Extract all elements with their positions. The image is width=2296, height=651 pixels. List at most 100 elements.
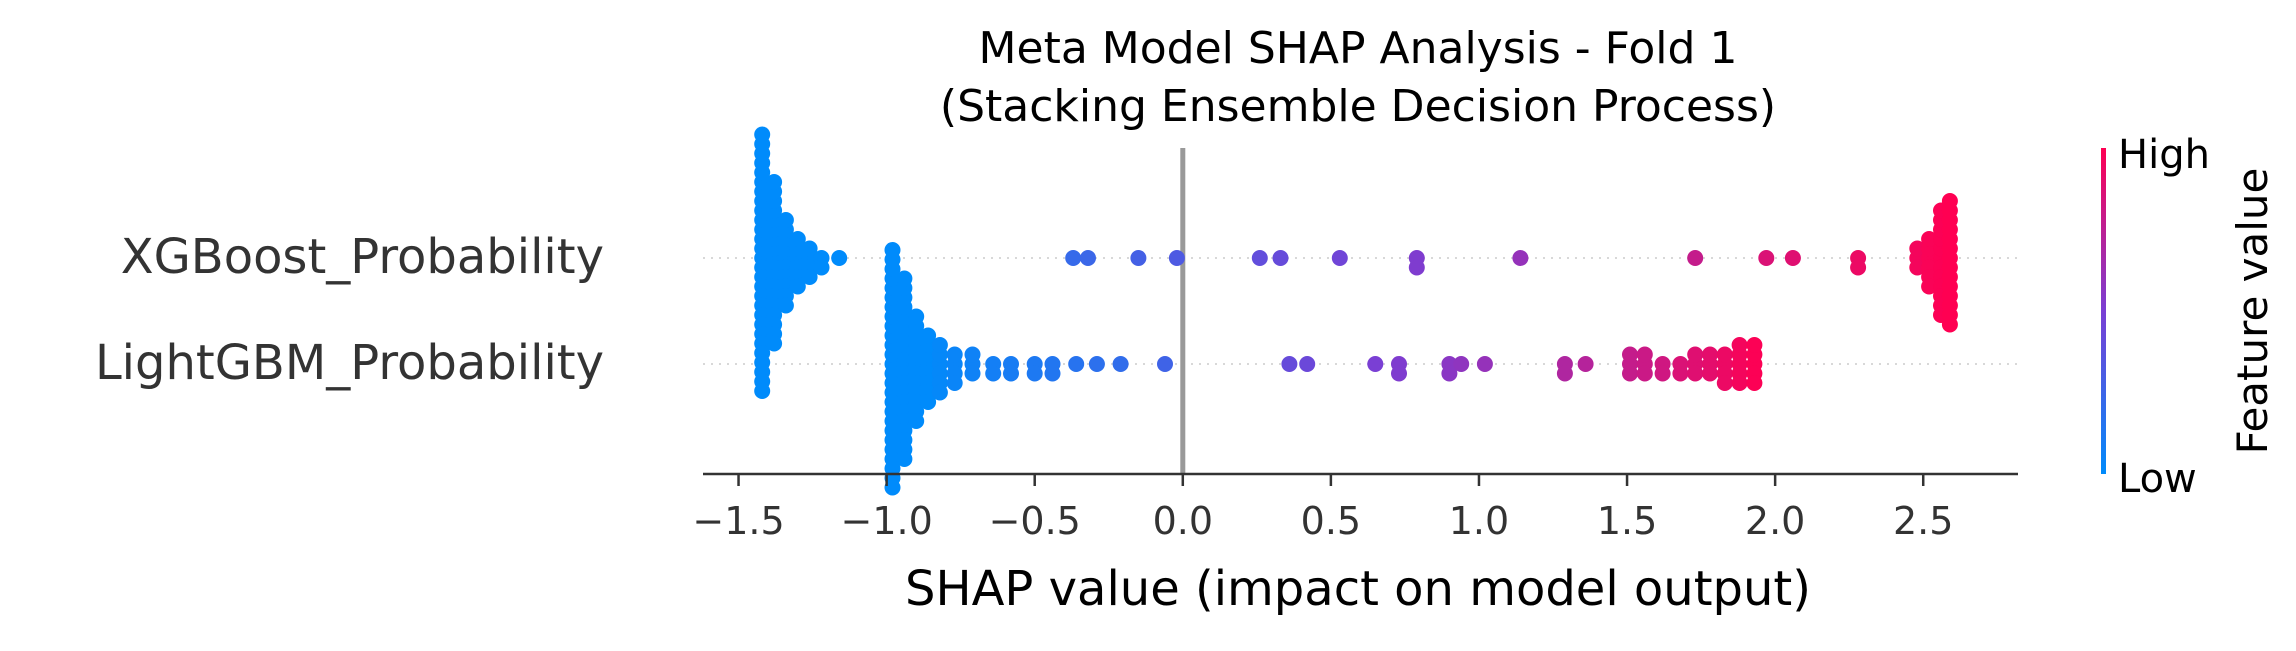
- shap-point: [964, 346, 981, 363]
- shap-point: [789, 278, 806, 295]
- shap-point: [920, 327, 937, 344]
- shap-point: [1731, 375, 1748, 391]
- x-tick-label: 2.0: [1745, 499, 1805, 543]
- shap-point: [1088, 356, 1105, 372]
- x-tick-label: 0.0: [1153, 499, 1213, 543]
- shap-point: [777, 297, 794, 314]
- x-tick-label: −1.0: [840, 499, 932, 543]
- shap-point: [1112, 356, 1129, 372]
- shap-point: [1702, 346, 1718, 363]
- shap-point: [1622, 346, 1638, 363]
- colorbar-high-label: High: [2118, 132, 2210, 178]
- shap-point: [1941, 193, 1958, 209]
- shap-point: [1044, 365, 1061, 382]
- shap-point: [1556, 365, 1573, 382]
- feature-labels: XGBoost_Probability LightGBM_Probability: [95, 229, 604, 391]
- shap-point: [1716, 346, 1733, 363]
- shap-point: [1168, 250, 1185, 266]
- shap-point: [831, 250, 848, 266]
- shap-point: [766, 174, 783, 190]
- shap-point: [1672, 365, 1689, 382]
- shap-point: [1272, 250, 1289, 266]
- feature-label: XGBoost_Probability: [121, 229, 604, 285]
- shap-point: [1251, 250, 1268, 266]
- shap-point: [985, 365, 1002, 382]
- shap-point: [1512, 250, 1529, 266]
- shap-point: [1299, 356, 1316, 372]
- shap-point: [908, 413, 925, 429]
- shap-point: [1636, 346, 1653, 363]
- shap-point: [1716, 375, 1733, 391]
- shap-point: [1003, 365, 1019, 382]
- shap-point: [1441, 365, 1458, 382]
- shap-point: [946, 375, 963, 391]
- shap-point: [789, 231, 806, 247]
- shap-point: [1130, 250, 1147, 266]
- shap-point: [1476, 356, 1493, 372]
- x-tick-label: −1.5: [692, 499, 784, 543]
- colorbar-low-label: Low: [2118, 456, 2197, 502]
- shap-point: [884, 242, 901, 258]
- colorbar: [2101, 148, 2106, 474]
- shap-point: [1850, 259, 1867, 276]
- x-tick-label: 0.5: [1301, 499, 1361, 543]
- shap-point: [1408, 259, 1425, 276]
- shap-point: [801, 269, 818, 285]
- shap-point: [1687, 250, 1704, 266]
- colorbar-axis-label: Feature value: [2228, 168, 2277, 455]
- x-tick-label: 1.5: [1597, 499, 1657, 543]
- shap-point: [777, 212, 794, 228]
- shap-point: [813, 259, 830, 276]
- shap-point: [1731, 337, 1748, 353]
- shap-point: [1941, 316, 1958, 333]
- shap-point: [1758, 250, 1775, 266]
- shap-point: [931, 384, 948, 401]
- shap-point: [931, 337, 948, 353]
- x-tick-label: −0.5: [989, 499, 1081, 543]
- chart-title: Meta Model SHAP Analysis - Fold 1: [979, 23, 1738, 74]
- shap-point: [1687, 365, 1704, 382]
- x-tick-label: 1.0: [1449, 499, 1509, 543]
- shap-point: [1367, 356, 1384, 372]
- shap-point: [766, 335, 783, 352]
- shap-point: [1921, 231, 1938, 247]
- shap-point: [754, 383, 771, 399]
- x-axis-label: SHAP value (impact on model output): [905, 561, 1811, 617]
- shap-point: [1577, 356, 1594, 372]
- shap-point: [1068, 356, 1085, 372]
- shap-point: [884, 479, 901, 496]
- shap-point: [1331, 250, 1348, 266]
- feature-label: LightGBM_Probability: [95, 335, 604, 391]
- x-ticks: −1.5 −1.0 −0.5 0.0 0.5 1.0 1.5 2.0 2.5: [692, 474, 1953, 543]
- shap-point: [1784, 250, 1801, 266]
- shap-point: [1746, 375, 1763, 391]
- shap-point: [896, 451, 913, 467]
- shap-point: [1921, 278, 1938, 295]
- shap-point: [1636, 365, 1653, 382]
- shap-point: [946, 346, 963, 363]
- shap-point: [1654, 365, 1671, 382]
- shap-point: [1746, 337, 1763, 353]
- shap-point: [908, 308, 925, 325]
- shap-point: [1453, 356, 1470, 372]
- shap-point: [1281, 356, 1298, 372]
- row-guides: [703, 257, 2018, 365]
- shap-point: [754, 126, 771, 143]
- shap-point: [1065, 250, 1082, 266]
- shap-point: [1702, 365, 1718, 382]
- shap-point: [896, 270, 913, 287]
- shap-point: [1026, 365, 1043, 382]
- shap-point: [964, 365, 981, 382]
- x-tick-label: 2.5: [1893, 499, 1953, 543]
- shap-point: [1909, 240, 1926, 257]
- shap-point: [1909, 259, 1926, 276]
- shap-point: [801, 240, 818, 257]
- shap-point: [1080, 250, 1096, 266]
- chart-subtitle: (Stacking Ensemble Decision Process): [940, 81, 1776, 132]
- shap-point: [1687, 346, 1704, 363]
- shap-point: [1622, 365, 1638, 382]
- shap-point: [1157, 356, 1173, 372]
- shap-point: [920, 394, 937, 410]
